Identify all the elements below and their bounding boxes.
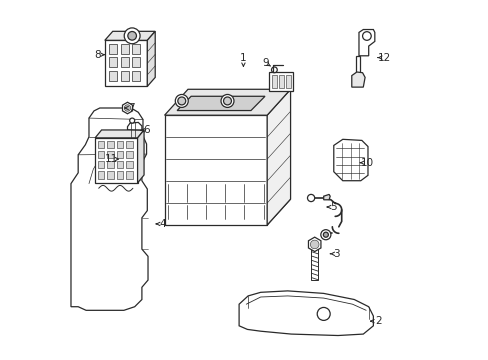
Text: 3: 3 [332, 249, 339, 259]
Circle shape [178, 97, 185, 105]
Polygon shape [351, 72, 365, 87]
Bar [107, 161, 114, 168]
Circle shape [129, 118, 134, 123]
Circle shape [320, 230, 330, 240]
Bar [126, 151, 132, 158]
Text: 11: 11 [104, 154, 118, 164]
Polygon shape [164, 89, 290, 115]
Bar [98, 161, 104, 168]
Text: 5: 5 [330, 202, 336, 212]
Bar [164, 115, 266, 225]
Text: 6: 6 [143, 125, 150, 135]
Polygon shape [266, 89, 290, 225]
Bar [117, 161, 123, 168]
Polygon shape [358, 30, 374, 56]
Text: 12: 12 [377, 53, 390, 63]
Circle shape [124, 28, 140, 44]
Circle shape [310, 240, 318, 249]
Bar [95, 138, 137, 183]
Polygon shape [71, 108, 148, 310]
Polygon shape [239, 291, 373, 336]
Bar [132, 44, 140, 54]
Bar [121, 71, 128, 81]
Polygon shape [177, 96, 264, 111]
Circle shape [221, 94, 233, 107]
Bar [109, 71, 117, 81]
Text: 4: 4 [159, 219, 166, 229]
Bar [126, 141, 132, 148]
Circle shape [175, 94, 188, 107]
Bar [109, 44, 117, 54]
Polygon shape [104, 31, 155, 40]
Bar [126, 161, 132, 168]
Text: 10: 10 [360, 158, 373, 168]
Bar [107, 171, 114, 179]
Bar [98, 171, 104, 179]
Polygon shape [147, 31, 155, 86]
Bar [117, 151, 123, 158]
Bar [311, 248, 317, 280]
Polygon shape [127, 122, 142, 138]
Bar [107, 141, 114, 148]
Circle shape [307, 194, 314, 202]
Text: 7: 7 [127, 103, 134, 113]
Text: 2: 2 [374, 316, 381, 326]
Bar [117, 141, 123, 148]
Circle shape [127, 31, 136, 40]
Circle shape [271, 67, 277, 73]
Circle shape [362, 32, 370, 40]
Polygon shape [137, 130, 144, 183]
Polygon shape [323, 194, 329, 200]
Text: 1: 1 [240, 53, 246, 63]
Bar [271, 75, 276, 88]
Circle shape [317, 307, 329, 320]
Polygon shape [333, 139, 367, 181]
Bar [126, 171, 132, 179]
Bar [279, 75, 284, 88]
Circle shape [223, 97, 231, 105]
Polygon shape [122, 102, 132, 114]
Text: 9: 9 [262, 58, 268, 68]
Bar [109, 57, 117, 67]
Text: 8: 8 [95, 50, 101, 60]
Bar [132, 71, 140, 81]
Circle shape [124, 105, 130, 111]
Bar [107, 151, 114, 158]
Polygon shape [164, 199, 290, 225]
Bar [268, 72, 293, 91]
Bar [285, 75, 291, 88]
Bar [132, 57, 140, 67]
Circle shape [323, 232, 328, 237]
Bar [98, 151, 104, 158]
Polygon shape [308, 237, 320, 252]
Bar [117, 171, 123, 179]
Bar [121, 44, 128, 54]
Bar [98, 141, 104, 148]
Bar [121, 57, 128, 67]
Polygon shape [355, 56, 360, 84]
Polygon shape [95, 130, 144, 138]
Bar [104, 40, 147, 86]
